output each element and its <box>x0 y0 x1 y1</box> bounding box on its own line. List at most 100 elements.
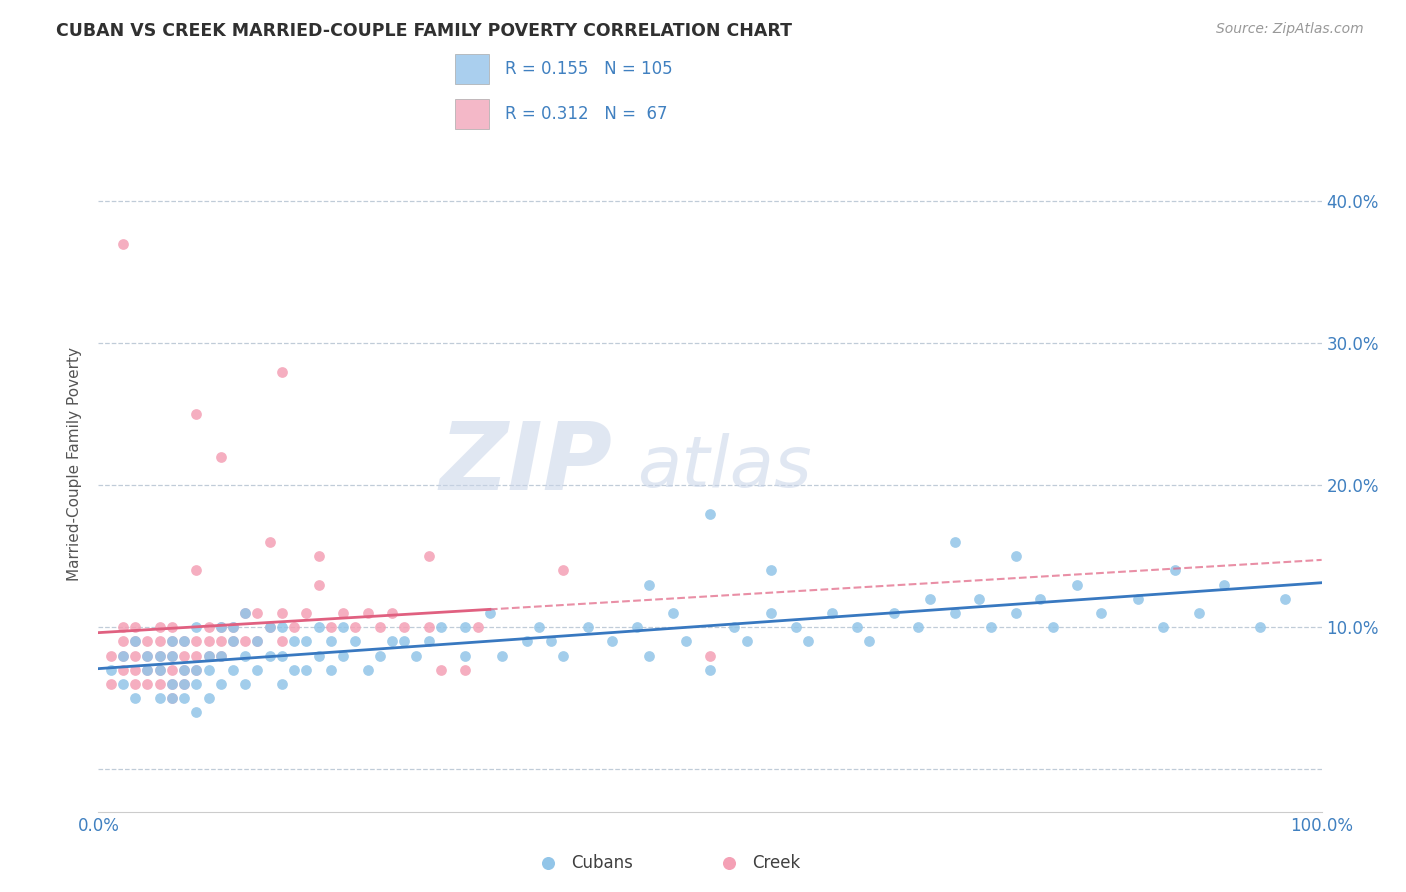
Point <box>723 620 745 634</box>
Point <box>675 634 697 648</box>
Bar <box>456 99 489 129</box>
Point <box>418 634 440 648</box>
Point <box>1004 549 1026 563</box>
Point <box>283 663 305 677</box>
Point <box>233 634 256 648</box>
Point <box>1004 606 1026 620</box>
Point <box>626 620 648 634</box>
Point <box>186 663 208 677</box>
Point <box>149 648 172 663</box>
Point <box>186 563 208 577</box>
Point <box>785 620 807 634</box>
Point <box>222 620 245 634</box>
Point <box>308 549 330 563</box>
Point <box>537 856 560 871</box>
Point <box>332 620 354 634</box>
Point <box>1188 606 1211 620</box>
Point <box>920 591 942 606</box>
Point <box>858 634 880 648</box>
Text: Creek: Creek <box>752 854 801 872</box>
Point <box>637 577 661 591</box>
Point <box>454 663 477 677</box>
Point <box>270 365 294 379</box>
Point <box>173 663 195 677</box>
Point <box>283 634 305 648</box>
Point <box>160 634 183 648</box>
Point <box>1029 591 1052 606</box>
Point <box>381 606 404 620</box>
Point <box>699 507 721 521</box>
Point <box>1042 620 1064 634</box>
Point <box>186 620 208 634</box>
Point <box>553 563 575 577</box>
Point <box>319 634 342 648</box>
Point <box>160 691 183 706</box>
Point <box>1212 577 1234 591</box>
Point <box>515 634 537 648</box>
Point <box>233 606 256 620</box>
Text: ZIP: ZIP <box>439 417 612 510</box>
Text: Source: ZipAtlas.com: Source: ZipAtlas.com <box>1216 22 1364 37</box>
Point <box>136 648 159 663</box>
Point <box>454 648 477 663</box>
Point <box>943 535 966 549</box>
Point <box>222 634 245 648</box>
Point <box>1066 577 1088 591</box>
Bar <box>456 54 489 84</box>
Point <box>100 663 122 677</box>
Point <box>233 677 256 691</box>
Point <box>222 663 245 677</box>
Point <box>173 691 195 706</box>
Point <box>186 407 208 421</box>
Point <box>699 663 721 677</box>
Point <box>197 648 219 663</box>
Point <box>149 663 172 677</box>
Text: CUBAN VS CREEK MARRIED-COUPLE FAMILY POVERTY CORRELATION CHART: CUBAN VS CREEK MARRIED-COUPLE FAMILY POV… <box>56 22 792 40</box>
Point <box>173 648 195 663</box>
Point <box>160 677 183 691</box>
Point <box>124 634 146 648</box>
Point <box>980 620 1002 634</box>
Point <box>136 663 159 677</box>
Point <box>356 606 378 620</box>
Point <box>717 856 740 871</box>
Point <box>124 677 146 691</box>
Point <box>295 606 318 620</box>
Point <box>491 648 513 663</box>
Point <box>246 663 269 677</box>
Point <box>100 677 122 691</box>
Point <box>270 634 294 648</box>
Point <box>270 648 294 663</box>
Point <box>136 648 159 663</box>
Point <box>368 648 391 663</box>
Point <box>111 648 134 663</box>
Y-axis label: Married-Couple Family Poverty: Married-Couple Family Poverty <box>66 347 82 581</box>
Point <box>821 606 844 620</box>
Point <box>160 677 183 691</box>
Point <box>405 648 427 663</box>
Point <box>209 677 232 691</box>
Point <box>186 648 208 663</box>
Point <box>186 663 208 677</box>
Point <box>344 634 367 648</box>
Point <box>246 606 269 620</box>
Point <box>124 620 146 634</box>
Point <box>160 634 183 648</box>
Point <box>368 620 391 634</box>
Point <box>173 663 195 677</box>
Point <box>392 634 416 648</box>
Point <box>197 691 219 706</box>
Point <box>124 648 146 663</box>
Point <box>136 634 159 648</box>
Point <box>478 606 501 620</box>
Point <box>246 634 269 648</box>
Point <box>233 648 256 663</box>
Point <box>149 663 172 677</box>
Point <box>283 620 305 634</box>
Point <box>332 606 354 620</box>
Point <box>270 620 294 634</box>
Point <box>319 620 342 634</box>
Point <box>209 450 232 464</box>
Point <box>149 648 172 663</box>
Point <box>173 677 195 691</box>
